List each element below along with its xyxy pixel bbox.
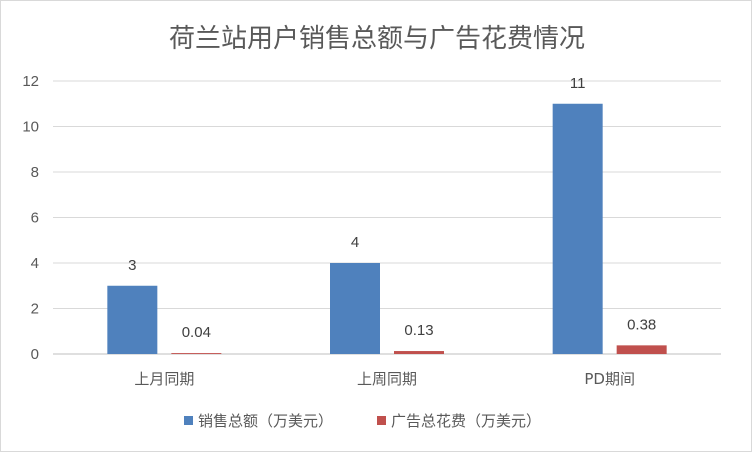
data-label: 4 [351,234,359,251]
bar-ad-spend [171,353,222,354]
y-tick-label: 0 [31,346,39,363]
bar-sales [552,103,603,354]
y-axis-ticks: 0 2 4 6 8 10 12 [22,73,39,363]
legend-label: 广告总花费（万美元） [391,412,541,430]
y-tick-label: 6 [31,210,39,227]
bars [107,103,667,354]
data-label: 0.04 [182,324,211,341]
x-axis-categories: 上月同期 上周同期 PD期间 [134,370,635,388]
gridlines [53,80,721,355]
data-labels: 3 0.04 4 0.13 11 0.38 [128,75,656,341]
x-category-label: 上月同期 [134,370,194,388]
bar-sales [107,285,158,354]
bar-ad-spend [394,351,444,354]
bar-ad-spend [616,345,667,354]
data-label: 0.38 [627,316,656,333]
y-tick-label: 2 [31,301,39,318]
legend-swatch [184,416,193,425]
legend-label: 销售总额（万美元） [198,412,333,430]
legend: 销售总额（万美元） 广告总花费（万美元） [184,412,541,430]
chart-title: 荷兰站用户销售总额与广告花费情况 [169,24,585,54]
data-label: 11 [570,75,586,92]
bar-sales [330,263,380,354]
x-category-label: 上周同期 [357,370,417,388]
y-tick-label: 10 [22,119,39,136]
y-tick-label: 8 [31,164,39,181]
legend-swatch [377,416,386,425]
x-category-label: PD期间 [584,370,635,388]
y-tick-label: 4 [31,255,39,272]
data-label: 0.13 [404,322,433,339]
data-label: 3 [128,257,136,274]
y-tick-label: 12 [22,73,39,90]
